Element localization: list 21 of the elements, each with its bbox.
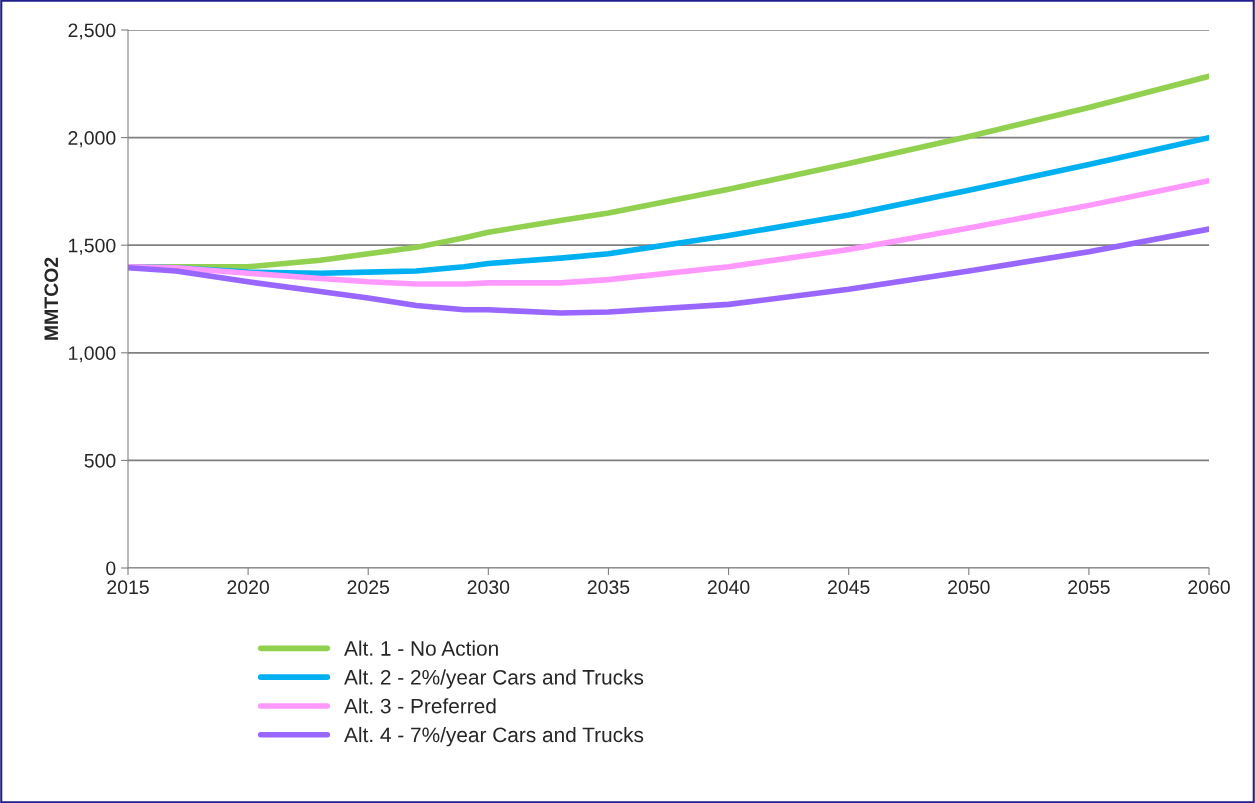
x-tick-label: 2060 [1188,580,1230,595]
y-tick-label: 2,500 [68,23,116,40]
legend-label: Alt. 3 - Preferred [344,698,496,714]
y-tick-label: 0 [106,561,116,576]
x-tick-label: 2025 [347,580,390,595]
x-tick-label: 2030 [467,580,510,595]
x-tick-label: 2055 [1068,580,1110,595]
x-tick-label: 2035 [587,580,630,595]
y-tick-label: 500 [84,453,116,468]
y-tick-label: 2,000 [68,131,116,148]
x-tick-label: 2015 [107,580,149,595]
x-tick-label: 2020 [227,580,269,595]
legend-label: Alt. 4 - 7%/year Cars and Trucks [344,726,644,747]
x-tick-label: 2040 [707,580,750,595]
legend-label: Alt. 2 - 2%/year Cars and Trucks [344,669,644,689]
x-tick-label: 2045 [828,580,870,595]
y-tick-label: 1,000 [69,346,116,363]
y-axis-title: MMTCO2 [44,257,59,340]
x-tick-label: 2050 [948,580,990,595]
y-tick-label: 1,500 [69,238,116,255]
legend-label: Alt. 1 - No Action [344,640,498,656]
